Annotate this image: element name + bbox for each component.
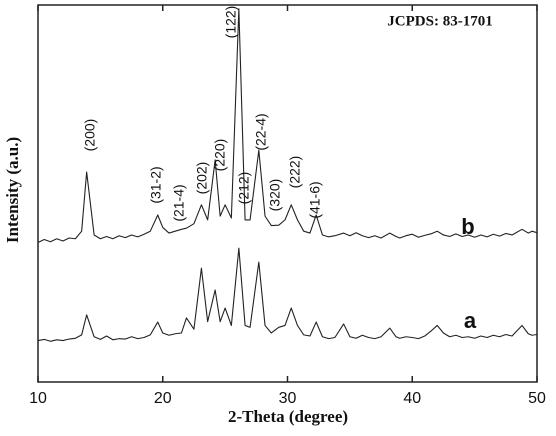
series-label: b [461,214,474,239]
series-line [37,8,538,244]
peak-label: (31-2) [148,166,164,203]
plot-frame [37,4,538,383]
x-tick-label: 10 [29,390,47,407]
series-label: a [464,308,477,333]
peak-label: (212) [236,172,252,205]
x-tick-label: 20 [154,390,172,407]
peak-label: (41-6) [307,181,323,218]
peak-label: (320) [267,179,283,212]
peak-label: (220) [212,139,228,172]
peak-label: (21-4) [171,184,187,221]
annotation: JCPDS: 83-1701 [387,13,492,29]
series-line [37,247,538,342]
x-axis-label: 2-Theta (degree) [228,407,348,426]
peak-label: (122) [223,6,239,39]
peak-label: (222) [287,156,303,189]
y-axis-label: Intensity (a.u.) [3,137,22,243]
x-tick-label: 50 [528,390,546,407]
peak-label: (200) [82,119,98,152]
x-tick-label: 40 [403,390,421,407]
peak-label: (202) [194,162,210,195]
x-tick-label: 30 [279,390,297,407]
peak-label: (22-4) [253,113,269,150]
